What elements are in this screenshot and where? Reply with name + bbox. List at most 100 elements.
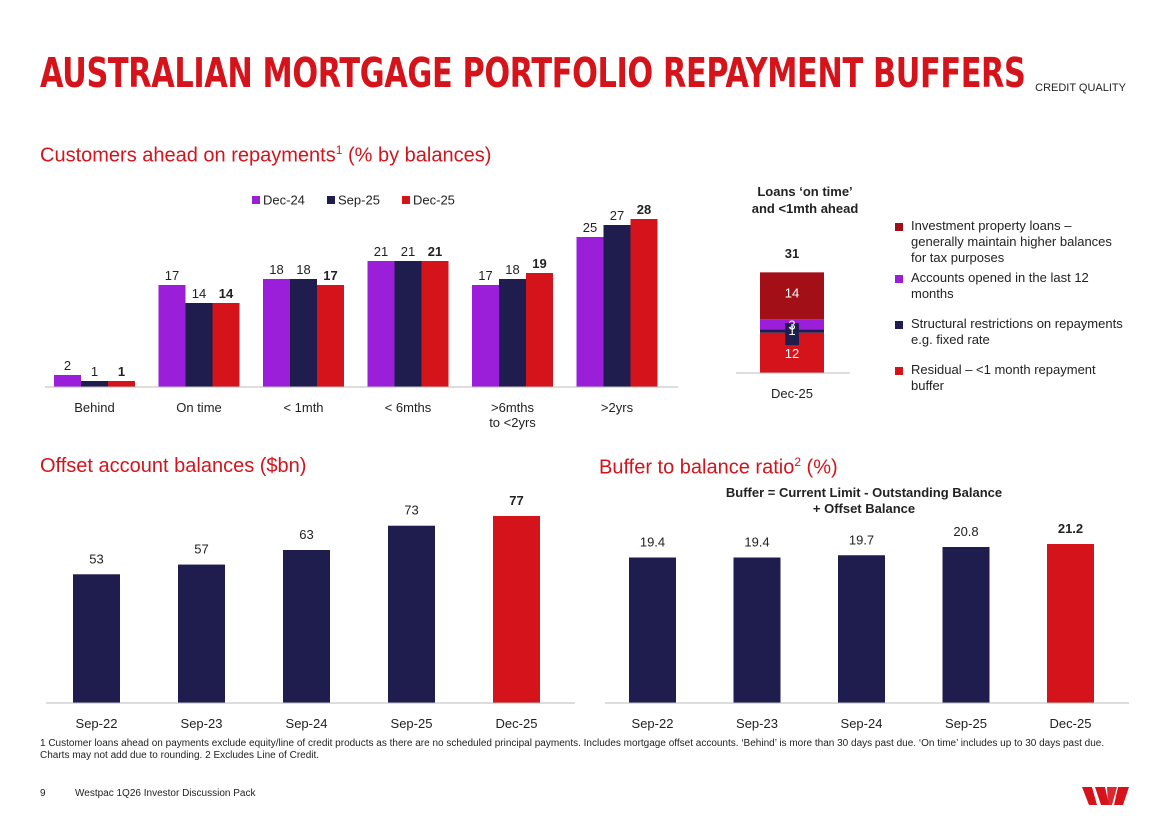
customers-ahead-title-main: Customers ahead on repayments	[40, 144, 336, 167]
bar-label-Dec-25-4: 19	[532, 256, 546, 271]
category-label-4-0: >6mths	[491, 400, 534, 415]
buffer-ratio-title-main: Buffer to balance ratio	[599, 456, 795, 479]
bar-label-Dec-25-2: 17	[323, 268, 337, 283]
bar-Dec-24-0	[54, 375, 81, 387]
on-time-breakdown-title-line2: and <1mth ahead	[751, 201, 859, 216]
bar-Sep-25-3	[394, 261, 422, 387]
legend-swatch-Dec-24	[252, 196, 260, 204]
category-label-1-0: On time	[176, 400, 222, 415]
bar-Dec-25-4	[526, 273, 553, 387]
offset-bar-1	[178, 564, 225, 703]
bar-label-Sep-25-4: 18	[505, 262, 519, 277]
bar-Dec-24-1	[158, 285, 186, 387]
stack-segment-3	[760, 272, 824, 320]
offset-category-label-3: Sep-25	[391, 716, 433, 731]
offset-bar-label-1: 57	[194, 542, 208, 557]
bar-label-Dec-24-3: 21	[374, 244, 388, 259]
bar-Sep-25-0	[81, 381, 108, 387]
offset-category-label-4: Dec-25	[496, 716, 538, 731]
bar-Dec-25-1	[212, 303, 240, 387]
on-time-breakdown-chart: 12 13 14 31 Dec-25	[736, 246, 850, 401]
category-label-4-1: to <2yrs	[489, 415, 536, 430]
category-label-5-0: >2yrs	[601, 400, 634, 415]
bar-Dec-25-0	[108, 381, 135, 387]
page-title: AUSTRALIAN MORTGAGE PORTFOLIO REPAYMENT …	[40, 49, 1026, 97]
category-label-3-0: < 6mths	[385, 400, 432, 415]
bar-label-Dec-24-0: 2	[64, 358, 71, 373]
legend-item-investment-property: Investment property loans – generally ma…	[895, 218, 1125, 270]
bar-label-Dec-25-3: 21	[428, 244, 442, 259]
bar-label-Dec-24-4: 17	[478, 268, 492, 283]
offset-balances-title: Offset account balances ($bn)	[40, 455, 307, 477]
buffer-category-label-3: Sep-25	[945, 716, 987, 731]
category-label-0-0: Behind	[74, 400, 114, 415]
offset-bar-0	[73, 574, 120, 703]
bar-label-Sep-25-5: 27	[610, 208, 624, 223]
legend-label-structural-restrictions: Structural restrictions on repayments e.…	[911, 316, 1123, 347]
legend-label-new-accounts: Accounts opened in the last 12 months	[911, 270, 1089, 301]
offset-bar-2	[283, 550, 330, 703]
offset-bar-label-3: 73	[404, 503, 418, 518]
stack-label-box-1	[785, 323, 799, 346]
legend-swatch-structural-restrictions	[895, 321, 903, 329]
offset-bar-label-2: 63	[299, 527, 313, 542]
offset-category-label-0: Sep-22	[76, 716, 118, 731]
bar-Sep-25-2	[290, 279, 317, 387]
buffer-ratio-title-suffix: (%)	[801, 456, 838, 479]
buffer-ratio-title: Buffer to balance ratio2 (%)	[599, 455, 838, 480]
bar-label-Sep-25-2: 18	[296, 262, 310, 277]
buffer-bar-2	[838, 555, 885, 703]
legend-item-residual: Residual – <1 month repayment buffer	[895, 362, 1125, 394]
legend-item-new-accounts: Accounts opened in the last 12 months	[895, 270, 1125, 316]
bar-label-Dec-25-5: 28	[637, 202, 651, 217]
buffer-bar-3	[942, 547, 990, 703]
legend-swatch-Sep-25	[327, 196, 335, 204]
bar-Dec-25-3	[421, 261, 449, 387]
legend-swatch-investment-property	[895, 223, 903, 231]
customers-ahead-title: Customers ahead on repayments1 (% by bal…	[40, 143, 491, 168]
buffer-ratio-title-footnote-marker: 2	[794, 455, 801, 469]
buffer-formula: Buffer = Current Limit - Outstanding Bal…	[699, 485, 1029, 517]
bar-Dec-25-2	[317, 285, 344, 387]
legend-label-Sep-25: Sep-25	[338, 193, 380, 208]
stack-label-2: 3	[788, 317, 795, 332]
buffer-bar-label-3: 20.8	[953, 524, 978, 539]
stack-label-0: 12	[785, 346, 799, 361]
bar-Dec-24-2	[263, 279, 290, 387]
offset-bar-label-4: 77	[509, 493, 523, 508]
customers-ahead-title-footnote-marker: 1	[335, 143, 343, 157]
legend-item-structural-restrictions: Structural restrictions on repayments e.…	[895, 316, 1125, 362]
legend-label-investment-property: Investment property loans – generally ma…	[911, 218, 1112, 265]
on-time-breakdown-title: Loans ‘on time’ and <1mth ahead	[730, 183, 880, 217]
buffer-ratio-chart: 19.4 Sep-22 19.4 Sep-23 19.7 Sep-24 20.8 Sep-25…	[605, 521, 1129, 731]
buffer-bar-0	[629, 557, 676, 703]
legend-label-Dec-24: Dec-24	[263, 193, 305, 208]
legend-swatch-new-accounts	[895, 275, 903, 283]
bar-Dec-25-5	[630, 219, 658, 387]
buffer-bar-1	[733, 557, 781, 703]
offset-category-label-1: Sep-23	[181, 716, 223, 731]
bar-label-Dec-24-5: 25	[583, 220, 597, 235]
bar-label-Sep-25-1: 14	[192, 286, 206, 301]
stack-category-label: Dec-25	[771, 386, 813, 401]
bar-label-Dec-25-0: 1	[118, 364, 125, 379]
stack-label-3: 14	[785, 285, 799, 300]
stack-total-label: 31	[785, 246, 799, 261]
bar-Dec-24-3	[367, 261, 395, 387]
bar-label-Sep-25-0: 1	[91, 364, 98, 379]
document-name: Westpac 1Q26 Investor Discussion Pack	[75, 788, 256, 799]
buffer-bar-label-0: 19.4	[640, 535, 665, 550]
offset-bar-3	[388, 525, 435, 703]
section-tag: CREDIT QUALITY	[1035, 82, 1126, 94]
buffer-category-label-1: Sep-23	[736, 716, 778, 731]
customers-ahead-title-suffix: (% by balances)	[342, 144, 492, 167]
offset-balances-chart: 53 Sep-22 57 Sep-23 63 Sep-24 73 Sep-25 77 Dec-25	[46, 493, 575, 731]
buffer-bar-4	[1047, 544, 1094, 703]
bar-Dec-24-4	[472, 285, 499, 387]
bar-label-Dec-25-1: 14	[219, 286, 234, 301]
bar-label-Dec-24-1: 17	[165, 268, 179, 283]
footnote: 1 Customer loans ahead on payments exclu…	[40, 738, 1105, 761]
bar-label-Sep-25-3: 21	[401, 244, 415, 259]
legend-label-Dec-25: Dec-25	[413, 193, 455, 208]
buffer-bar-label-4: 21.2	[1058, 521, 1083, 536]
